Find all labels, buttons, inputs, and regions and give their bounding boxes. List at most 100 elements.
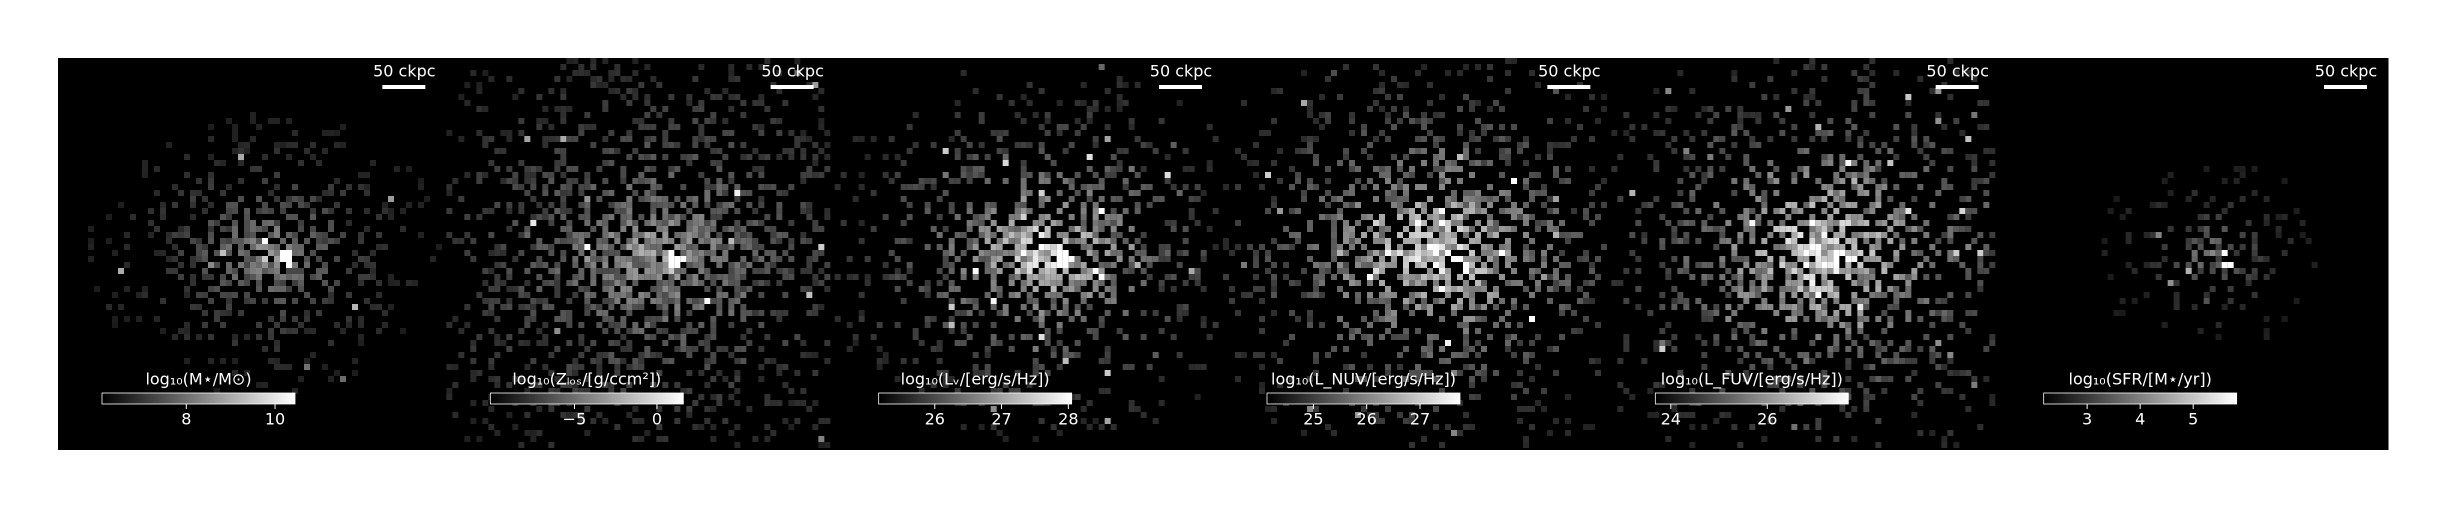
pixel [1439, 166, 1445, 172]
pixel [1457, 298, 1463, 304]
pixel [382, 208, 388, 214]
pixel [1349, 238, 1355, 244]
pixel [770, 250, 777, 256]
pixel [818, 304, 825, 310]
pixel [1002, 382, 1009, 388]
pixel [990, 322, 997, 328]
pixel [1403, 172, 1409, 178]
pixel [1487, 244, 1493, 250]
pixel [608, 76, 615, 82]
pixel [1373, 316, 1379, 322]
pixel [1385, 286, 1391, 292]
pixel [668, 94, 675, 100]
pixel [286, 118, 292, 124]
pixel [530, 244, 537, 250]
pixel [740, 190, 747, 196]
pixel [256, 238, 262, 244]
pixel [1623, 340, 1630, 346]
pixel [1965, 370, 1972, 376]
pixel [764, 262, 771, 268]
pixel [274, 280, 280, 286]
pixel [2221, 178, 2228, 184]
pixel [960, 70, 967, 76]
pixel [1821, 286, 1828, 292]
pixel [1499, 190, 1505, 196]
pixel [1397, 334, 1403, 340]
pixel [1116, 256, 1123, 262]
pixel [1170, 220, 1177, 226]
pixel [208, 286, 214, 292]
pixel [1301, 148, 1307, 154]
pixel [1743, 298, 1750, 304]
colorbar-tick-label: 24 [1661, 410, 1681, 429]
pixel [262, 382, 268, 388]
pixel [482, 106, 489, 112]
pixel [1803, 220, 1810, 226]
pixel [1110, 424, 1117, 430]
pixel [208, 334, 214, 340]
pixel [924, 286, 931, 292]
pixel [1589, 358, 1595, 364]
pixel [1701, 340, 1708, 346]
pixel [334, 178, 340, 184]
pixel [1641, 358, 1648, 364]
pixel [1140, 268, 1147, 274]
pixel [1713, 340, 1720, 346]
pixel [1307, 148, 1313, 154]
pixel [1026, 292, 1033, 298]
pixel [1373, 64, 1379, 70]
pixel [1020, 178, 1027, 184]
pixel [644, 244, 651, 250]
pixel [476, 292, 483, 298]
pixel [1487, 232, 1493, 238]
pixel [244, 142, 250, 148]
pixel [770, 430, 777, 436]
pixel [1505, 160, 1511, 166]
pixel [1116, 82, 1123, 88]
pixel [1235, 220, 1241, 226]
pixel [948, 304, 955, 310]
pixel [608, 232, 615, 238]
pixel [942, 262, 949, 268]
pixel [358, 172, 364, 178]
pixel [1265, 172, 1271, 178]
pixel [190, 304, 196, 310]
pixel [1313, 274, 1319, 280]
pixel [1379, 262, 1385, 268]
pixel [578, 286, 585, 292]
pixel [1827, 346, 1834, 352]
pixel [166, 232, 172, 238]
pixel [1373, 310, 1379, 316]
pixel [1971, 166, 1978, 172]
pixel [1415, 274, 1421, 280]
pixel [560, 94, 567, 100]
pixel [776, 280, 783, 286]
pixel [1433, 376, 1439, 382]
pixel [1044, 268, 1051, 274]
pixel [364, 226, 370, 232]
pixel [196, 304, 202, 310]
pixel [364, 274, 370, 280]
pixel [1629, 124, 1636, 130]
pixel [960, 424, 967, 430]
pixel [1547, 208, 1553, 214]
pixel [1875, 418, 1882, 424]
pixel [1821, 208, 1828, 214]
pixel [966, 310, 973, 316]
pixel [1815, 196, 1822, 202]
pixel [554, 160, 561, 166]
pixel [1719, 226, 1726, 232]
pixel [1571, 328, 1577, 334]
pixel [250, 118, 256, 124]
pixel [1385, 316, 1391, 322]
pixel [458, 352, 465, 358]
pixel [818, 106, 825, 112]
pixel [1809, 220, 1816, 226]
pixel [692, 250, 699, 256]
pixel [942, 382, 949, 388]
pixel [888, 178, 895, 184]
pixel [680, 154, 687, 160]
pixel [590, 82, 597, 88]
pixel [1409, 310, 1415, 316]
pixel [1869, 268, 1876, 274]
